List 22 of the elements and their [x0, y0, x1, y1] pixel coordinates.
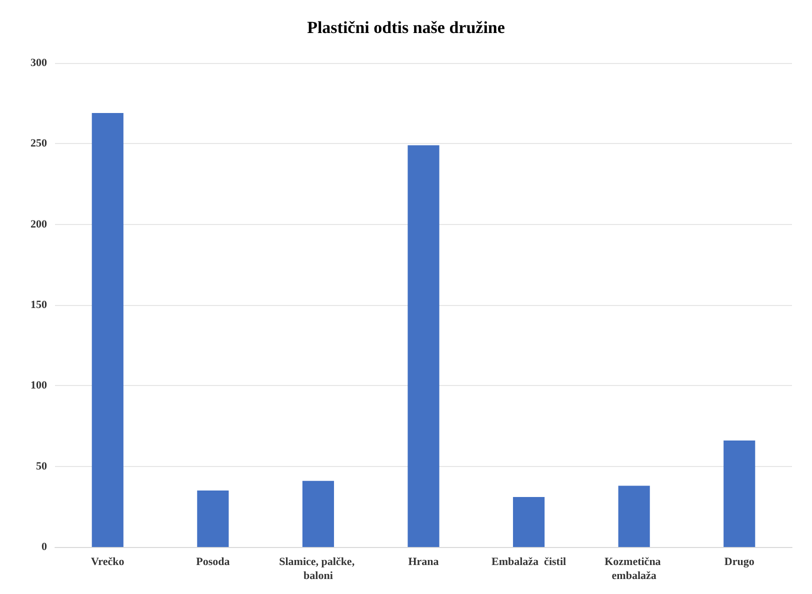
bar: [92, 113, 124, 547]
x-tick-label: Kozmetična embalaža: [604, 556, 664, 582]
y-tick-label: 250: [30, 138, 48, 150]
bar: [618, 486, 650, 547]
y-tick-label: 200: [30, 218, 48, 230]
bar: [302, 480, 334, 547]
bar: [512, 496, 545, 547]
x-tick-label: Hrana: [408, 556, 440, 568]
y-tick-label: 150: [30, 299, 48, 311]
y-tick-label: 300: [30, 57, 48, 69]
x-tick-label: Posoda: [196, 556, 230, 568]
bar: [197, 490, 229, 547]
x-tick-label: Embalaža čistil: [492, 556, 566, 568]
y-tick-label: 100: [30, 380, 48, 392]
x-tick-label: Vrečko: [91, 556, 125, 568]
x-tick-label: Slamice, palčke, baloni: [279, 556, 358, 582]
y-tick-label: 50: [36, 460, 48, 472]
chart-title: Plastični odtis naše družine: [307, 18, 506, 37]
x-tick-label: Drugo: [724, 556, 755, 568]
bar: [724, 440, 756, 547]
y-tick-label: 0: [42, 541, 48, 553]
bar: [408, 145, 440, 547]
